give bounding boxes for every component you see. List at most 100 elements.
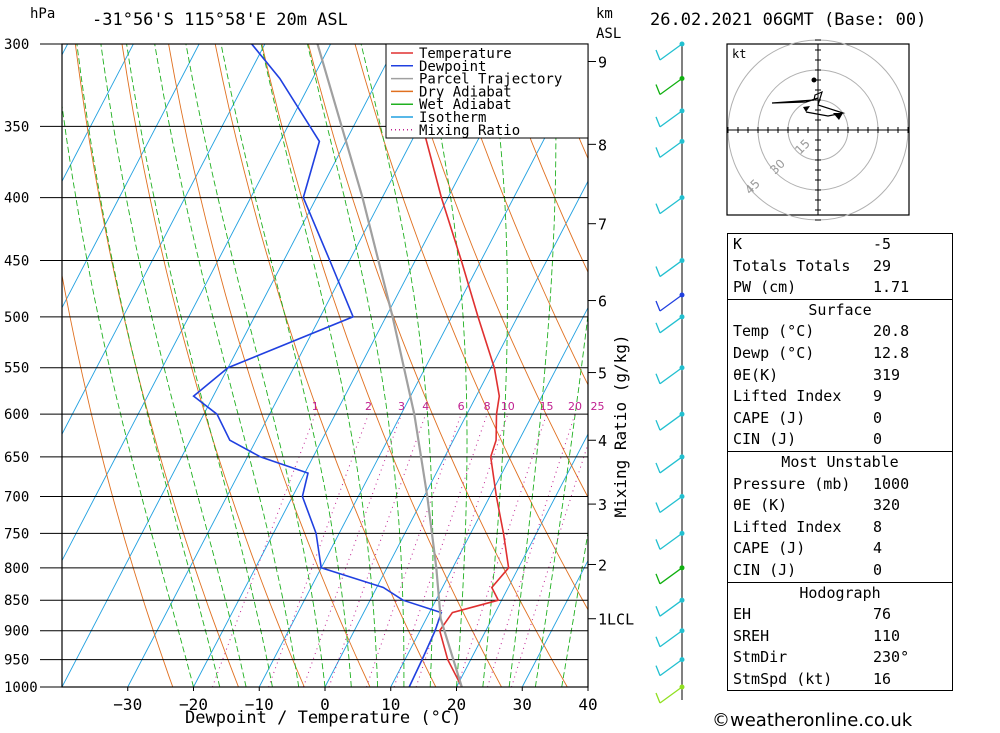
pressure-tick-label: 300 [4, 37, 29, 53]
temperature-tick-label: 10 [381, 695, 400, 714]
mu-cin-row: CIN (J) 0 [728, 560, 952, 582]
legend-item: Isotherm [419, 110, 486, 126]
pressure-tick-label: 800 [4, 561, 29, 577]
location-title: -31°56'S 115°58'E 20m ASL [92, 10, 348, 30]
pressure-tick-label: 650 [4, 450, 29, 466]
km-tick-label: 2 [598, 556, 607, 574]
wet-adiabat-line [360, 44, 434, 687]
indices-panel: K -5 Totals Totals 29 PW (cm) 1.71 Surface … [727, 233, 953, 692]
legend-item: Wet Adiabat [419, 97, 512, 113]
eh-label: EH [733, 605, 752, 624]
mixing-ratio-axis-label: Mixing Ratio (g/kg) [611, 334, 630, 517]
stmdir-value: 230° [873, 648, 910, 667]
wind-barb [659, 294, 683, 312]
temperature-tick-label: −10 [245, 695, 274, 714]
wind-barb-flag [655, 462, 661, 474]
totals-value: 29 [873, 256, 892, 275]
wind-barb-flag [655, 49, 661, 61]
pressure-tick-label: 900 [4, 624, 29, 640]
surface-cape-label: CAPE (J) [733, 408, 806, 427]
wind-barb [659, 367, 683, 385]
most-unstable-title: Most Unstable [781, 452, 899, 471]
dry-adiabat-line [494, 44, 588, 274]
mu-pressure-row: Pressure (mb) 1000 [728, 474, 952, 496]
isotherm-line [127, 44, 463, 687]
mu-cin-value: 0 [873, 560, 883, 579]
pressure-tick-label: 750 [4, 526, 29, 542]
wet-adiabat-line [482, 44, 508, 687]
mixing-ratio-label: 6 [458, 400, 465, 413]
legend-item: Parcel Trajectory [419, 72, 562, 88]
km-tick-label: 7 [598, 216, 607, 234]
isotherm-line [193, 44, 529, 687]
copyright-footer[interactable]: ©weatheronline.co.uk [712, 710, 913, 731]
pressure-tick-label: 400 [4, 191, 29, 207]
stmdir-label: StmDir [733, 648, 788, 667]
series-dewpoint [192, 44, 443, 687]
mixing-ratio-label: 25 [591, 400, 605, 413]
dry-adiabat-line [74, 44, 239, 687]
wet-adiabat-line [76, 44, 221, 687]
temperature-tick-label: −20 [179, 695, 208, 714]
storm-motion-arrow [833, 113, 843, 120]
km-tick-label: 6 [598, 293, 607, 311]
dry-adiabat-line [168, 44, 371, 687]
stmspd-label: StmSpd (kt) [733, 669, 833, 688]
mixing-ratio-line [302, 414, 402, 687]
mixing-ratio-line [487, 414, 576, 687]
wind-barb [659, 43, 683, 61]
surface-cin-value: 0 [873, 430, 883, 449]
wind-barb [659, 659, 683, 677]
isotherm-line [521, 559, 588, 687]
mu-cape-value: 4 [873, 539, 883, 558]
wind-barb [659, 495, 683, 514]
pressure-tick-label: 450 [4, 254, 29, 270]
km-tick-label: 4 [598, 432, 607, 450]
wind-barb-flag [655, 322, 661, 334]
surface-dewp-label: Dewp (°C) [733, 343, 815, 362]
legend-item: Dewpoint [419, 59, 486, 75]
mu-li-label: Lifted Index [733, 517, 842, 536]
surface-box: Surface Temp (°C) 20.8 Dewp (°C) 12.8 θE(K… [727, 298, 953, 452]
mu-theta-row: θE (K) 320 [728, 495, 952, 517]
km-tick-label: 9 [598, 54, 607, 72]
isotherm-line [456, 433, 588, 687]
mixing-ratio-label: 3 [398, 400, 405, 413]
km-tick-label: 5 [598, 365, 607, 383]
temperature-tick-label: −30 [113, 695, 142, 714]
hodograph-stats-box: Hodograph EH 76 SREH 110 StmDir 230° StmSpd… [727, 581, 953, 692]
wind-barb [659, 456, 683, 474]
wind-barb [659, 77, 683, 95]
pressure-tick-label: 850 [4, 593, 29, 609]
pw-value: 1.71 [873, 278, 910, 297]
hodograph-point [811, 77, 817, 83]
isotherm-line [62, 44, 266, 436]
eh-row: EH 76 [728, 604, 952, 626]
wind-barb [659, 567, 683, 585]
pressure-tick-label: 550 [4, 361, 29, 377]
wind-barb-flag [655, 502, 661, 513]
mixing-ratio-label: 8 [484, 400, 491, 413]
wind-barb-flag [655, 605, 661, 617]
dry-adiabat-line [447, 44, 588, 386]
mixing-ratio-line [328, 414, 427, 687]
surface-temp-value: 20.8 [873, 322, 910, 341]
stmspd-row: StmSpd (kt) 16 [728, 669, 952, 691]
isotherm-line [324, 180, 588, 687]
pressure-level-lines [40, 43, 588, 688]
stability-indices-box: K -5 Totals Totals 29 PW (cm) 1.71 [727, 233, 953, 300]
wind-barb-flag [655, 573, 661, 585]
pw-label: PW (cm) [733, 278, 797, 297]
wind-barb [659, 686, 683, 704]
isotherm-line [62, 44, 200, 309]
wind-barb-flag [655, 203, 661, 214]
wet-adiabat-lines [62, 44, 588, 687]
most-unstable-box: Most Unstable Pressure (mb) 1000 θE (K) 32… [727, 450, 953, 583]
surface-title: Surface [808, 300, 872, 319]
mu-pressure-value: 1000 [873, 474, 910, 493]
datetime-title: 26.02.2021 06GMT (Base: 00) [650, 10, 927, 30]
wind-barb-flag [655, 300, 661, 312]
mu-cin-label: CIN (J) [733, 560, 797, 579]
wind-barb [659, 532, 683, 550]
